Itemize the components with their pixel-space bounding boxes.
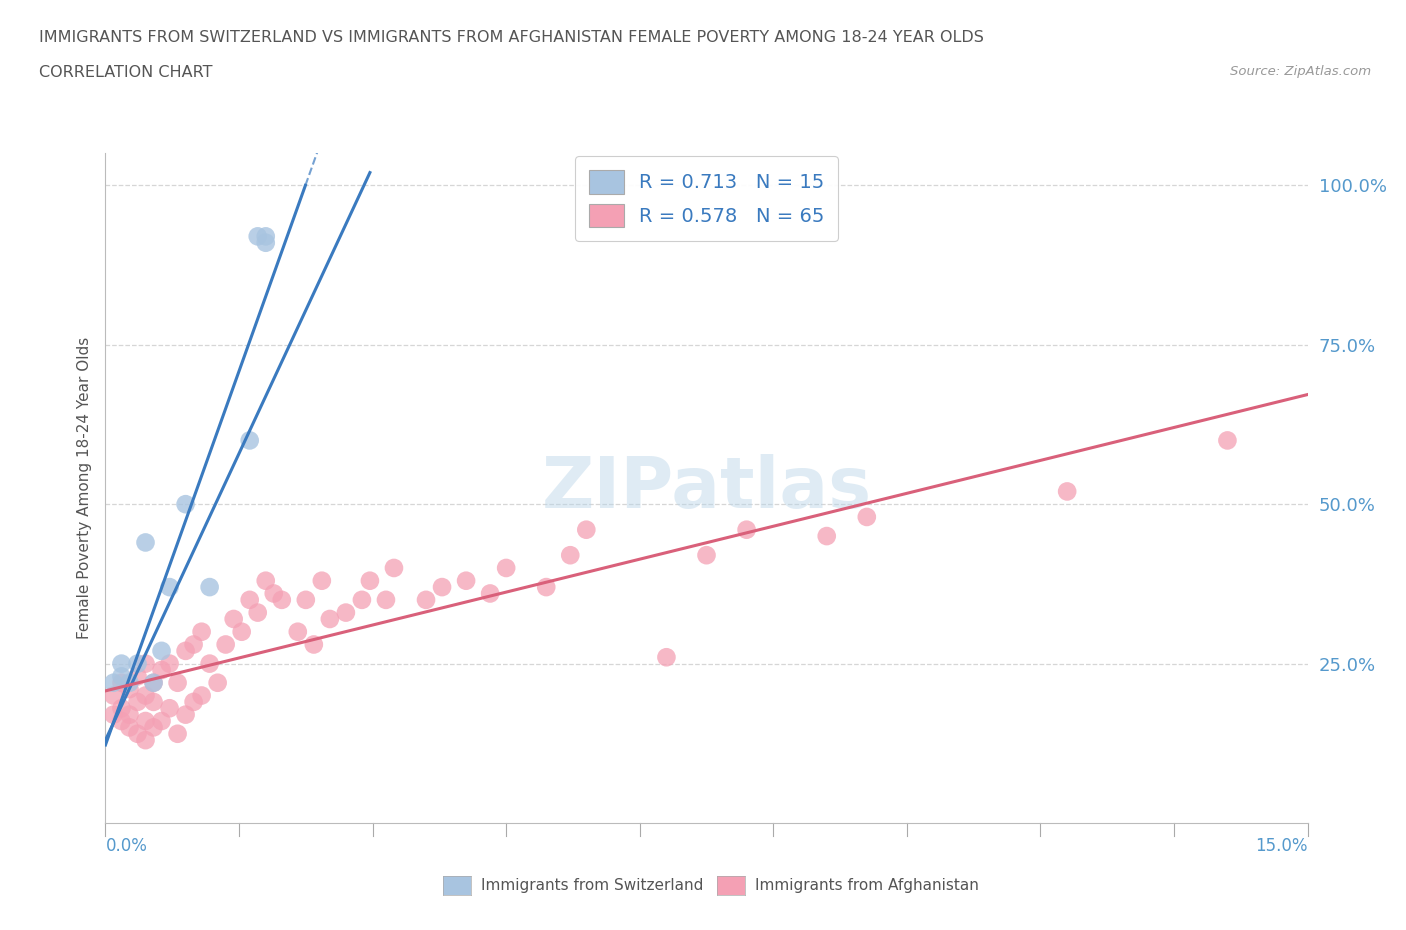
- Text: Immigrants from Switzerland: Immigrants from Switzerland: [481, 878, 703, 893]
- Point: [159, 701, 181, 716]
- Point: [118, 720, 141, 735]
- Point: [239, 592, 262, 607]
- Point: [231, 624, 253, 639]
- Point: [239, 433, 262, 448]
- Point: [142, 695, 165, 710]
- Point: [319, 612, 342, 627]
- Text: 15.0%: 15.0%: [1256, 837, 1308, 855]
- Point: [246, 605, 269, 620]
- Point: [127, 695, 149, 710]
- Text: IMMIGRANTS FROM SWITZERLAND VS IMMIGRANTS FROM AFGHANISTAN FEMALE POVERTY AMONG : IMMIGRANTS FROM SWITZERLAND VS IMMIGRANT…: [39, 30, 984, 45]
- Point: [1216, 433, 1239, 448]
- Point: [150, 713, 173, 728]
- Legend: R = 0.713   N = 15, R = 0.578   N = 65: R = 0.713 N = 15, R = 0.578 N = 65: [575, 156, 838, 241]
- Point: [110, 713, 132, 728]
- Point: [430, 579, 453, 594]
- Point: [110, 675, 132, 690]
- Point: [254, 235, 277, 250]
- Point: [142, 675, 165, 690]
- Point: [350, 592, 373, 607]
- Point: [575, 523, 598, 538]
- Point: [335, 605, 357, 620]
- Point: [198, 579, 221, 594]
- Point: [110, 669, 132, 684]
- Point: [696, 548, 718, 563]
- Point: [287, 624, 309, 639]
- Point: [142, 675, 165, 690]
- Y-axis label: Female Poverty Among 18-24 Year Olds: Female Poverty Among 18-24 Year Olds: [76, 338, 91, 640]
- Point: [415, 592, 437, 607]
- Point: [166, 726, 188, 741]
- Point: [103, 675, 125, 690]
- Point: [311, 573, 333, 588]
- Point: [295, 592, 318, 607]
- Point: [222, 612, 245, 627]
- Point: [127, 726, 149, 741]
- Point: [382, 561, 405, 576]
- Point: [183, 695, 205, 710]
- Point: [118, 682, 141, 697]
- Point: [166, 675, 188, 690]
- Text: CORRELATION CHART: CORRELATION CHART: [39, 65, 212, 80]
- Text: ZIPatlas: ZIPatlas: [541, 454, 872, 523]
- Point: [103, 688, 125, 703]
- Point: [142, 720, 165, 735]
- Point: [103, 707, 125, 722]
- Point: [159, 579, 181, 594]
- Point: [302, 637, 325, 652]
- Point: [254, 573, 277, 588]
- Point: [110, 657, 132, 671]
- Point: [190, 624, 212, 639]
- Point: [135, 688, 157, 703]
- Point: [159, 657, 181, 671]
- Point: [655, 650, 678, 665]
- Point: [270, 592, 292, 607]
- Point: [150, 662, 173, 677]
- Point: [135, 535, 157, 550]
- Text: Immigrants from Afghanistan: Immigrants from Afghanistan: [755, 878, 979, 893]
- Point: [495, 561, 517, 576]
- Point: [479, 586, 502, 601]
- Point: [855, 510, 877, 525]
- Point: [118, 675, 141, 690]
- Point: [246, 229, 269, 244]
- Point: [135, 657, 157, 671]
- Point: [127, 657, 149, 671]
- Point: [1056, 484, 1078, 498]
- Point: [207, 675, 229, 690]
- Point: [174, 497, 197, 512]
- Point: [815, 528, 838, 543]
- Point: [135, 733, 157, 748]
- Point: [110, 701, 132, 716]
- Point: [254, 229, 277, 244]
- Point: [190, 688, 212, 703]
- Point: [454, 573, 477, 588]
- Text: 0.0%: 0.0%: [105, 837, 148, 855]
- Point: [735, 523, 758, 538]
- Point: [174, 644, 197, 658]
- Point: [127, 669, 149, 684]
- Point: [214, 637, 236, 652]
- Point: [374, 592, 398, 607]
- Point: [174, 707, 197, 722]
- Point: [560, 548, 582, 563]
- Point: [198, 657, 221, 671]
- Point: [135, 713, 157, 728]
- Point: [263, 586, 285, 601]
- Point: [534, 579, 557, 594]
- Text: Source: ZipAtlas.com: Source: ZipAtlas.com: [1230, 65, 1371, 78]
- Point: [183, 637, 205, 652]
- Point: [150, 644, 173, 658]
- Point: [118, 707, 141, 722]
- Point: [359, 573, 381, 588]
